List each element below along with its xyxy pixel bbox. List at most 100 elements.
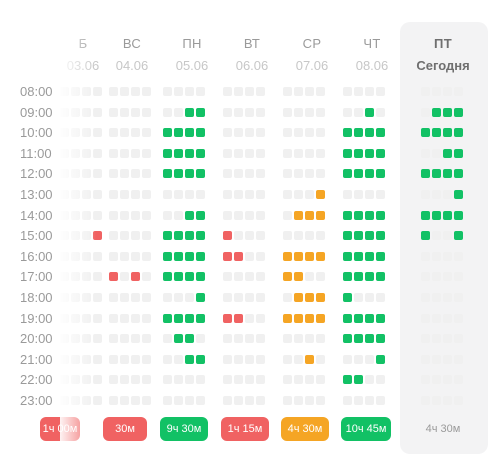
empty-slot[interactable] bbox=[109, 190, 118, 199]
empty-slot[interactable] bbox=[82, 375, 91, 385]
empty-slot[interactable] bbox=[432, 272, 441, 282]
empty-slot[interactable] bbox=[245, 251, 254, 261]
empty-slot[interactable] bbox=[142, 169, 151, 179]
empty-slot[interactable] bbox=[120, 107, 129, 117]
activity-slot[interactable] bbox=[343, 231, 352, 241]
activity-slot[interactable] bbox=[421, 128, 430, 138]
empty-slot[interactable] bbox=[71, 354, 80, 364]
empty-slot[interactable] bbox=[223, 375, 232, 385]
activity-slot[interactable] bbox=[294, 210, 303, 220]
empty-slot[interactable] bbox=[93, 293, 102, 302]
activity-slot[interactable] bbox=[343, 169, 352, 179]
empty-slot[interactable] bbox=[316, 396, 325, 405]
empty-slot[interactable] bbox=[245, 87, 254, 96]
empty-slot[interactable] bbox=[142, 354, 151, 364]
empty-slot[interactable] bbox=[131, 251, 140, 261]
activity-slot[interactable] bbox=[365, 128, 374, 138]
empty-slot[interactable] bbox=[294, 396, 303, 405]
empty-slot[interactable] bbox=[109, 334, 118, 344]
empty-slot[interactable] bbox=[120, 354, 129, 364]
activity-slot[interactable] bbox=[354, 169, 363, 179]
empty-slot[interactable] bbox=[223, 210, 232, 220]
empty-slot[interactable] bbox=[71, 210, 80, 220]
empty-slot[interactable] bbox=[174, 210, 183, 220]
empty-slot[interactable] bbox=[245, 190, 254, 199]
empty-slot[interactable] bbox=[93, 107, 102, 117]
activity-slot[interactable] bbox=[354, 313, 363, 323]
activity-slot[interactable] bbox=[196, 272, 205, 282]
empty-slot[interactable] bbox=[245, 334, 254, 344]
activity-slot[interactable] bbox=[185, 313, 194, 323]
empty-slot[interactable] bbox=[283, 128, 292, 138]
empty-slot[interactable] bbox=[316, 169, 325, 179]
activity-slot[interactable] bbox=[163, 169, 172, 179]
empty-slot[interactable] bbox=[454, 396, 463, 405]
activity-slot[interactable] bbox=[443, 128, 452, 138]
empty-slot[interactable] bbox=[256, 396, 265, 405]
empty-slot[interactable] bbox=[256, 293, 265, 302]
activity-slot[interactable] bbox=[421, 231, 430, 241]
activity-slot[interactable] bbox=[376, 210, 385, 220]
empty-slot[interactable] bbox=[82, 231, 91, 241]
empty-slot[interactable] bbox=[223, 87, 232, 96]
empty-slot[interactable] bbox=[163, 396, 172, 405]
empty-slot[interactable] bbox=[60, 375, 69, 385]
empty-slot[interactable] bbox=[454, 313, 463, 323]
empty-slot[interactable] bbox=[93, 169, 102, 179]
activity-slot[interactable] bbox=[343, 128, 352, 138]
empty-slot[interactable] bbox=[60, 293, 69, 302]
empty-slot[interactable] bbox=[223, 334, 232, 344]
empty-slot[interactable] bbox=[71, 293, 80, 302]
empty-slot[interactable] bbox=[60, 354, 69, 364]
activity-slot[interactable] bbox=[376, 313, 385, 323]
activity-slot[interactable] bbox=[454, 107, 463, 117]
activity-slot[interactable] bbox=[223, 313, 232, 323]
empty-slot[interactable] bbox=[93, 334, 102, 344]
activity-slot[interactable] bbox=[294, 293, 303, 302]
empty-slot[interactable] bbox=[421, 251, 430, 261]
empty-slot[interactable] bbox=[245, 293, 254, 302]
activity-slot[interactable] bbox=[223, 251, 232, 261]
empty-slot[interactable] bbox=[234, 148, 243, 158]
empty-slot[interactable] bbox=[316, 272, 325, 282]
activity-slot[interactable] bbox=[174, 231, 183, 241]
empty-slot[interactable] bbox=[120, 272, 129, 282]
empty-slot[interactable] bbox=[131, 396, 140, 405]
activity-slot[interactable] bbox=[316, 251, 325, 261]
activity-slot[interactable] bbox=[234, 251, 243, 261]
empty-slot[interactable] bbox=[354, 354, 363, 364]
activity-slot[interactable] bbox=[354, 375, 363, 385]
empty-slot[interactable] bbox=[163, 190, 172, 199]
empty-slot[interactable] bbox=[174, 190, 183, 199]
activity-slot[interactable] bbox=[316, 313, 325, 323]
empty-slot[interactable] bbox=[256, 169, 265, 179]
empty-slot[interactable] bbox=[294, 375, 303, 385]
empty-slot[interactable] bbox=[174, 375, 183, 385]
activity-slot[interactable] bbox=[443, 107, 452, 117]
empty-slot[interactable] bbox=[163, 87, 172, 96]
empty-slot[interactable] bbox=[120, 169, 129, 179]
empty-slot[interactable] bbox=[109, 87, 118, 96]
activity-slot[interactable] bbox=[185, 354, 194, 364]
empty-slot[interactable] bbox=[256, 251, 265, 261]
empty-slot[interactable] bbox=[432, 375, 441, 385]
activity-slot[interactable] bbox=[185, 210, 194, 220]
activity-slot[interactable] bbox=[234, 313, 243, 323]
activity-slot[interactable] bbox=[185, 169, 194, 179]
activity-slot[interactable] bbox=[163, 128, 172, 138]
activity-slot[interactable] bbox=[454, 169, 463, 179]
empty-slot[interactable] bbox=[109, 148, 118, 158]
empty-slot[interactable] bbox=[454, 251, 463, 261]
activity-slot[interactable] bbox=[131, 272, 140, 282]
empty-slot[interactable] bbox=[294, 354, 303, 364]
empty-slot[interactable] bbox=[234, 87, 243, 96]
empty-slot[interactable] bbox=[256, 354, 265, 364]
activity-slot[interactable] bbox=[376, 169, 385, 179]
empty-slot[interactable] bbox=[60, 87, 69, 96]
empty-slot[interactable] bbox=[234, 396, 243, 405]
activity-slot[interactable] bbox=[343, 375, 352, 385]
empty-slot[interactable] bbox=[316, 334, 325, 344]
activity-slot[interactable] bbox=[93, 231, 102, 241]
empty-slot[interactable] bbox=[82, 128, 91, 138]
empty-slot[interactable] bbox=[454, 87, 463, 96]
